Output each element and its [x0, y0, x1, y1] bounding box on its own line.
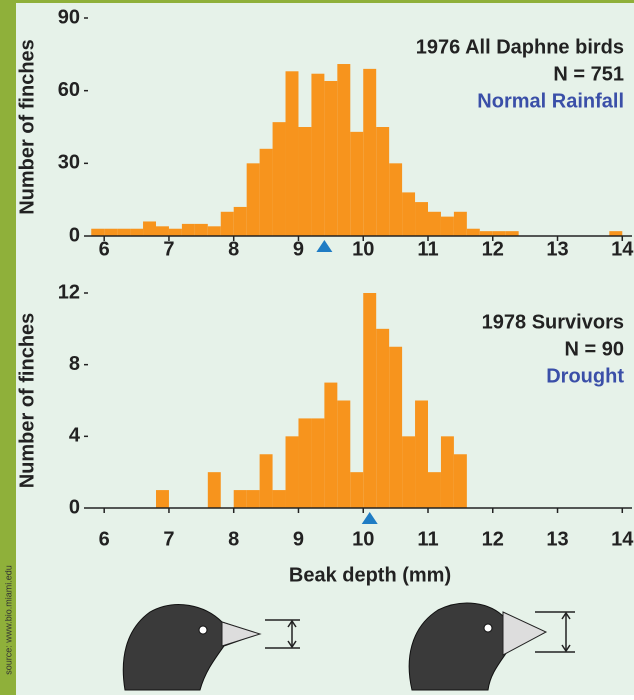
bar: [415, 401, 428, 509]
x-tick-label: 12: [482, 528, 504, 550]
bar: [376, 329, 389, 508]
bar: [273, 490, 286, 508]
bar: [247, 163, 260, 236]
y-tick-label: 30: [58, 152, 80, 174]
x-tick-label: 7: [163, 528, 174, 550]
source: source: www.bio.miami.edu: [3, 565, 13, 675]
bar: [117, 229, 130, 236]
x-tick-label: 9: [293, 528, 304, 550]
bar: [104, 229, 117, 236]
bar: [337, 401, 350, 509]
x-tick-label: 14: [611, 238, 634, 260]
annotation: N = 751: [553, 63, 624, 85]
bar: [441, 217, 454, 236]
bar: [441, 436, 454, 508]
bar: [454, 212, 467, 236]
y-axis-label: Number of finches: [16, 313, 38, 489]
bar: [298, 127, 311, 236]
x-tick-label: 11: [417, 528, 438, 550]
x-tick-label: 9: [293, 238, 304, 260]
bar: [247, 490, 260, 508]
bar: [298, 418, 311, 508]
y-tick-label: 90: [58, 6, 80, 28]
bar: [286, 71, 299, 236]
y-tick-label: 0: [69, 224, 80, 246]
bar: [376, 127, 389, 236]
y-tick-label: 12: [58, 281, 80, 303]
bar: [156, 226, 169, 236]
bar: [350, 472, 363, 508]
bar: [156, 490, 169, 508]
bar: [402, 436, 415, 508]
annotation: 1976 All Daphne birds: [416, 36, 624, 58]
bar: [182, 224, 195, 236]
bar: [195, 224, 208, 236]
bar: [324, 383, 337, 508]
bar: [234, 490, 247, 508]
x-tick-label: 14: [611, 528, 634, 550]
bar: [389, 347, 402, 508]
y-tick-label: 60: [58, 79, 80, 101]
x-tick-label: 6: [99, 238, 110, 260]
annotation: Drought: [546, 365, 624, 387]
x-axis-label: Beak depth (mm): [289, 564, 451, 586]
bar: [208, 226, 221, 236]
annotation: 1978 Survivors: [482, 311, 624, 333]
chart: source: www.bio.miami.edu 6 7 8 9 10 11 12 13 14…: [0, 0, 634, 695]
bar: [234, 207, 247, 236]
y-tick-label: 0: [69, 496, 80, 518]
bar: [273, 122, 286, 236]
x-tick-label: 8: [228, 238, 239, 260]
y-tick-label: 4: [69, 425, 81, 447]
bar: [428, 472, 441, 508]
bar: [169, 229, 182, 236]
bar: [337, 64, 350, 236]
x-tick-label: 13: [546, 528, 568, 550]
bar: [221, 212, 234, 236]
bar: [389, 163, 402, 236]
bar: [130, 229, 143, 236]
annotation: Normal Rainfall: [477, 90, 624, 112]
x-tick-label: 8: [228, 528, 239, 550]
bar: [363, 69, 376, 236]
x-tick-label: 11: [417, 238, 438, 260]
x-tick-label: 6: [99, 528, 110, 550]
x-tick-label: 10: [352, 528, 374, 550]
bar: [363, 293, 376, 508]
y-axis-label: Number of finches: [16, 39, 38, 215]
x-tick-label: 12: [482, 238, 504, 260]
x-tick-label: 10: [352, 238, 374, 260]
bar: [311, 418, 324, 508]
bar: [208, 472, 221, 508]
bar: [415, 202, 428, 236]
bar: [350, 132, 363, 236]
bar: [311, 74, 324, 236]
annotation: N = 90: [565, 338, 624, 360]
bar: [260, 454, 273, 508]
bar: [286, 436, 299, 508]
bar: [428, 212, 441, 236]
bar: [467, 229, 480, 236]
bar: [454, 454, 467, 508]
bar: [324, 81, 337, 236]
bar: [402, 192, 415, 236]
bar: [260, 149, 273, 236]
x-tick-label: 7: [163, 238, 174, 260]
y-tick-label: 8: [69, 353, 80, 375]
x-tick-label: 13: [546, 238, 568, 260]
bar: [143, 221, 156, 236]
page: source: www.bio.miami.edu 6 7 8 9 10 11 12 13 14…: [0, 0, 634, 700]
bar: [91, 229, 104, 236]
